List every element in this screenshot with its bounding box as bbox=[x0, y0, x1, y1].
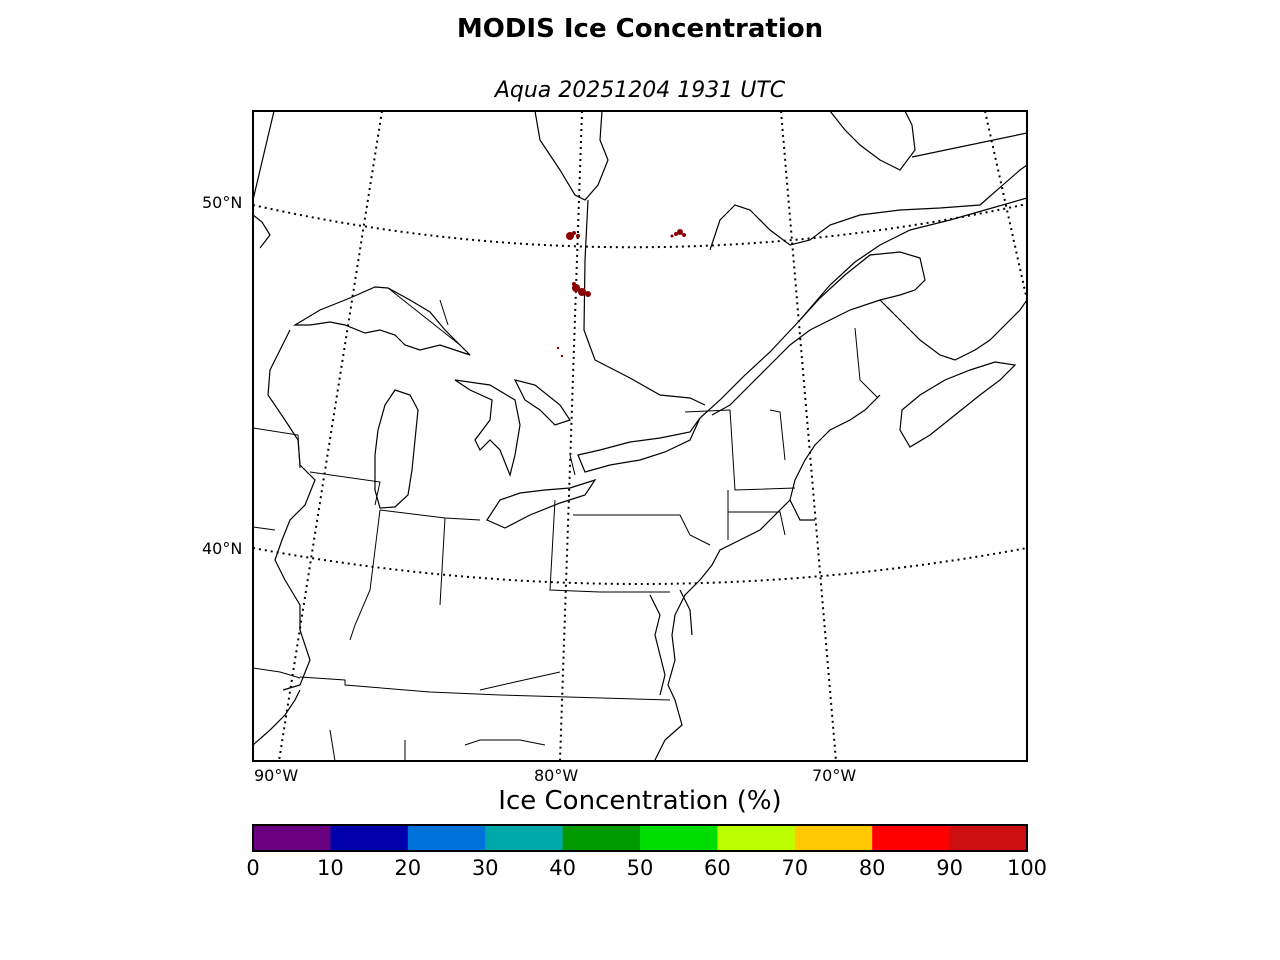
ice-patch bbox=[560, 354, 564, 358]
colorbar-tick-label: 90 bbox=[936, 856, 963, 880]
parallel-40n bbox=[253, 547, 1027, 585]
colorbar-frame bbox=[252, 824, 1028, 852]
meridian-70w bbox=[780, 111, 837, 761]
gaspe-coast bbox=[799, 197, 1027, 321]
lon-label-80w: 80°W bbox=[534, 766, 579, 785]
james-bay-east bbox=[534, 111, 609, 201]
colorbar-segment bbox=[407, 825, 486, 851]
ice-patch bbox=[578, 288, 586, 296]
ice-patch bbox=[556, 346, 560, 350]
map-frame bbox=[252, 110, 1028, 762]
east-coast-ne bbox=[654, 499, 791, 761]
ice-patch bbox=[677, 229, 683, 235]
lake-winnipeg-stub bbox=[253, 214, 271, 249]
chart-subtitle: Aqua 20251204 1931 UTC bbox=[494, 78, 786, 103]
ice-patch bbox=[585, 291, 591, 297]
lake-ontario bbox=[577, 417, 701, 473]
ice-patch bbox=[566, 232, 574, 240]
colorbar-segment bbox=[330, 825, 409, 851]
colorbar-tick-label: 60 bbox=[704, 856, 731, 880]
colorbar-segment bbox=[717, 825, 796, 851]
parallel-50n bbox=[253, 203, 1027, 249]
ice-patch bbox=[572, 231, 576, 235]
meridian-90w bbox=[278, 111, 383, 761]
colorbar-segment bbox=[872, 825, 951, 851]
colorbar-segment bbox=[562, 825, 641, 851]
nova-scotia bbox=[899, 361, 1017, 448]
colorbar-tick-label: 100 bbox=[1006, 856, 1048, 880]
quebec-north-coast bbox=[709, 164, 1027, 251]
colorbar-segment bbox=[949, 825, 1028, 851]
colorbar-segment bbox=[253, 825, 331, 851]
colorbar-tick-label: 40 bbox=[549, 856, 576, 880]
colorbar-title: Ice Concentration (%) bbox=[498, 786, 782, 816]
ontario-quebec-border bbox=[583, 199, 706, 406]
lat-label-40n: 40°N bbox=[202, 539, 243, 558]
meridian-80w bbox=[559, 111, 583, 761]
lon-label-90w: 90°W bbox=[254, 766, 299, 785]
ice-patch bbox=[674, 232, 678, 236]
colorbar-segment bbox=[485, 825, 564, 851]
ice-patch bbox=[576, 234, 580, 238]
maine-coast bbox=[789, 394, 881, 521]
colorbar-segment bbox=[794, 825, 873, 851]
new-brunswick-coast bbox=[879, 299, 1027, 361]
colorbar-tick-label: 30 bbox=[471, 856, 499, 880]
colorbar-tick-label: 70 bbox=[781, 856, 809, 880]
ice-patch bbox=[670, 234, 674, 238]
meridian-60w bbox=[984, 111, 1027, 301]
ice-patch bbox=[572, 282, 576, 286]
colorbar-tick-label: 0 bbox=[246, 856, 260, 880]
labrador-coast bbox=[829, 111, 916, 171]
st-lawrence bbox=[699, 251, 926, 419]
lake-huron bbox=[454, 379, 521, 477]
colorbar-tick-label: 50 bbox=[626, 856, 654, 880]
colorbar-tick-label: 10 bbox=[317, 856, 344, 880]
labrador-border bbox=[911, 132, 1027, 158]
graticule bbox=[253, 111, 1027, 761]
delaware-bay bbox=[679, 589, 693, 636]
south-coast bbox=[253, 689, 301, 746]
colorbar-tick-label: 20 bbox=[394, 856, 422, 880]
ice-patch bbox=[682, 233, 686, 237]
chesapeake bbox=[649, 594, 666, 696]
colorbar bbox=[253, 825, 1028, 851]
lat-label-50n: 50°N bbox=[202, 193, 243, 212]
hudson-bay-west-shore bbox=[253, 111, 275, 201]
colorbar-segment bbox=[640, 825, 718, 851]
west-michigan-shore bbox=[267, 329, 316, 691]
lon-label-70w: 70°W bbox=[812, 766, 857, 785]
coastlines bbox=[253, 111, 1027, 761]
state-boundaries bbox=[253, 287, 879, 761]
chart-title: MODIS Ice Concentration bbox=[456, 14, 824, 44]
ice-patches bbox=[556, 229, 686, 358]
lake-erie bbox=[486, 478, 597, 529]
georgian-bay bbox=[513, 379, 571, 426]
colorbar-tick-label: 80 bbox=[858, 856, 886, 880]
lake-michigan bbox=[374, 389, 419, 509]
lake-superior bbox=[292, 286, 471, 356]
